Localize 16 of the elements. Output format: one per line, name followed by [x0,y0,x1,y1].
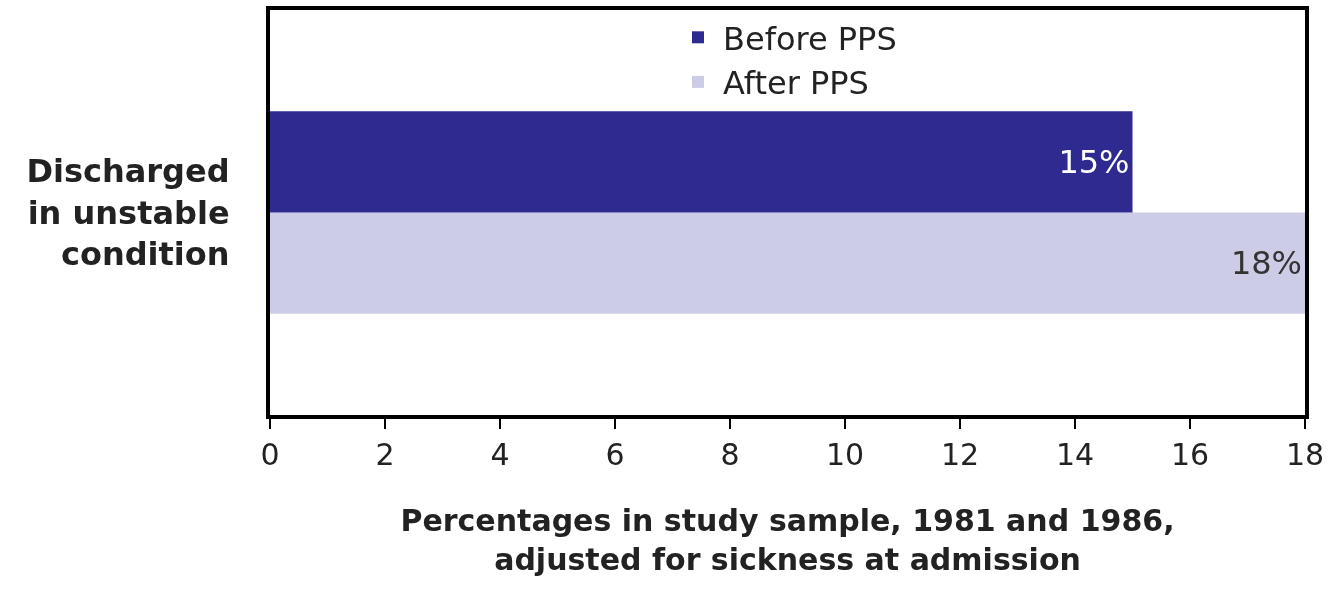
x-tick-label: 14 [1055,437,1095,472]
y-tick-label: Discharged in unstable condition [26,152,230,274]
x-tick-label: 16 [1170,437,1210,472]
x-tick-label: 10 [825,437,865,472]
x-tick-label: 4 [490,437,510,472]
x-tick-label: 0 [260,437,280,472]
data-label: 18% [1230,244,1302,283]
x-tick-label: 12 [940,437,980,472]
x-axis-title: Percentages in study sample, 1981 and 1986, adjusted for sickness at admission [400,503,1175,577]
legend-label: After PPS [723,64,869,103]
x-tick-label: 18 [1285,437,1325,472]
x-tick-label: 6 [605,437,625,472]
x-tick-label: 2 [375,437,395,472]
data-label: 15% [1058,142,1130,181]
legend-label: Before PPS [723,19,897,58]
x-tick-label: 8 [720,437,740,472]
